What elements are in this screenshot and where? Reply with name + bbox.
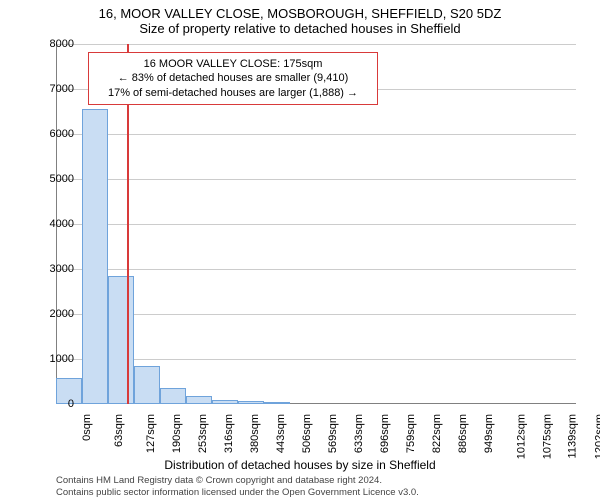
x-tick-label: 822sqm	[431, 414, 443, 453]
y-tick-label: 1000	[34, 353, 74, 365]
annotation-line1: 16 MOOR VALLEY CLOSE: 175sqm	[97, 57, 369, 71]
x-tick-label: 0sqm	[81, 414, 93, 441]
grid-line	[56, 44, 576, 45]
annotation-line2: ← 83% of detached houses are smaller (9,…	[97, 71, 369, 85]
x-tick-label: 569sqm	[327, 414, 339, 453]
grid-line	[56, 224, 576, 225]
x-tick-label: 1139sqm	[567, 414, 579, 458]
attribution-line1: Contains HM Land Registry data © Crown c…	[56, 475, 419, 486]
grid-line	[56, 179, 576, 180]
y-tick-label: 2000	[34, 308, 74, 320]
y-tick-label: 4000	[34, 218, 74, 230]
histogram-bar	[134, 366, 160, 404]
y-tick-label: 6000	[34, 128, 74, 140]
y-tick-label: 8000	[34, 38, 74, 50]
attribution-text: Contains HM Land Registry data © Crown c…	[56, 475, 419, 498]
x-tick-label: 63sqm	[113, 414, 125, 447]
chart-titles: 16, MOOR VALLEY CLOSE, MOSBOROUGH, SHEFF…	[0, 0, 600, 36]
grid-line	[56, 269, 576, 270]
histogram-bar	[264, 402, 290, 404]
x-tick-label: 1202sqm	[593, 414, 600, 459]
histogram-bar	[186, 396, 212, 404]
y-tick-label: 3000	[34, 263, 74, 275]
x-tick-label: 190sqm	[171, 414, 183, 453]
x-axis-label: Distribution of detached houses by size …	[0, 458, 600, 472]
annotation-line3: 17% of semi-detached houses are larger (…	[97, 86, 369, 100]
histogram-bar	[82, 109, 108, 404]
x-tick-label: 127sqm	[145, 414, 157, 453]
x-tick-label: 1075sqm	[541, 414, 553, 459]
x-tick-label: 696sqm	[379, 414, 391, 453]
x-tick-label: 443sqm	[275, 414, 287, 453]
x-tick-label: 759sqm	[405, 414, 417, 453]
x-tick-label: 949sqm	[483, 414, 495, 453]
histogram-bar	[160, 388, 186, 404]
grid-line	[56, 134, 576, 135]
x-tick-label: 506sqm	[301, 414, 313, 453]
histogram-bar	[238, 401, 264, 404]
annotation-box: 16 MOOR VALLEY CLOSE: 175sqm← 83% of det…	[88, 52, 378, 105]
x-tick-label: 316sqm	[223, 414, 235, 453]
y-tick-label: 5000	[34, 173, 74, 185]
chart-container: 16, MOOR VALLEY CLOSE, MOSBOROUGH, SHEFF…	[0, 0, 600, 500]
x-tick-label: 253sqm	[197, 414, 209, 453]
plot-area: 16 MOOR VALLEY CLOSE: 175sqm← 83% of det…	[56, 44, 576, 404]
chart-title-line1: 16, MOOR VALLEY CLOSE, MOSBOROUGH, SHEFF…	[0, 6, 600, 21]
y-tick-label: 7000	[34, 83, 74, 95]
x-tick-label: 380sqm	[249, 414, 261, 453]
histogram-bar	[108, 276, 134, 404]
chart-title-line2: Size of property relative to detached ho…	[0, 21, 600, 36]
x-tick-label: 1012sqm	[515, 414, 527, 459]
x-tick-label: 886sqm	[457, 414, 469, 453]
x-tick-label: 633sqm	[353, 414, 365, 453]
y-tick-label: 0	[34, 398, 74, 410]
histogram-bar	[212, 400, 238, 405]
attribution-line2: Contains public sector information licen…	[56, 487, 419, 498]
